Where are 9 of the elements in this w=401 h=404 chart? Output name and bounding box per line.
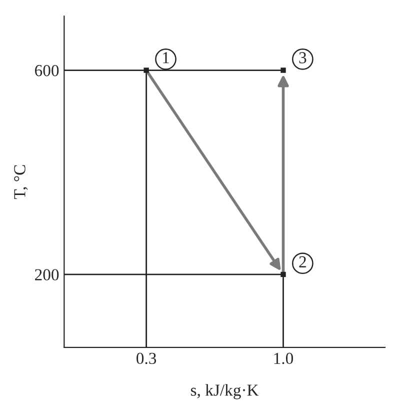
annotation: 3 (299, 52, 306, 64)
annotation: 2 (299, 256, 306, 268)
y-tick-label: 200 (35, 269, 59, 280)
x-tick-label: 1.0 (274, 352, 294, 364)
x-axis-title: s, kJ/kg·K (190, 384, 259, 400)
x-tick-label: 0.3 (136, 352, 156, 364)
y-axis-title: T, °C (14, 165, 28, 200)
annotation: 1 (163, 52, 169, 64)
y-tick-label: 600 (35, 64, 59, 76)
